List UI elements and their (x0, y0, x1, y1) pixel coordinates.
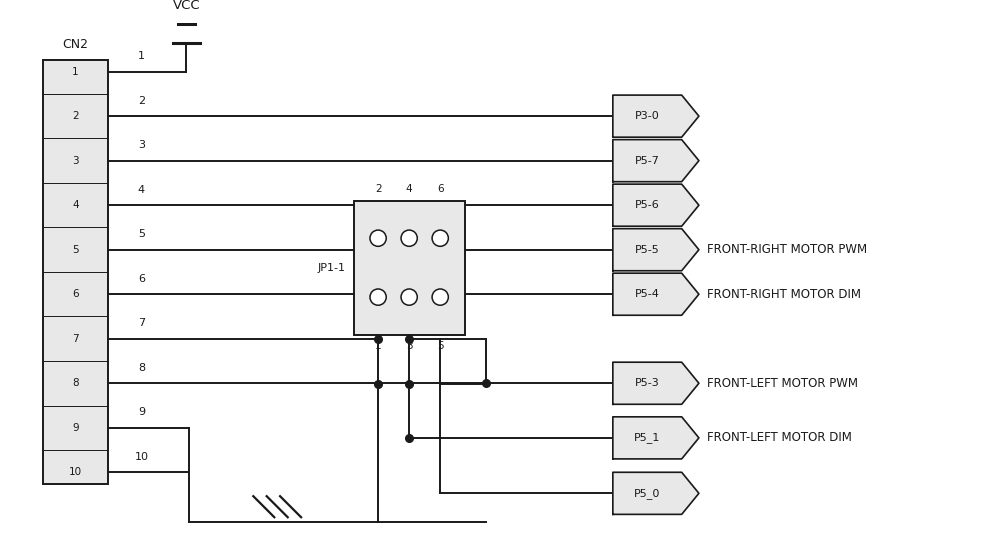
Circle shape (370, 230, 386, 247)
Text: 4: 4 (406, 184, 412, 194)
Polygon shape (613, 473, 699, 514)
Text: P5-7: P5-7 (635, 156, 660, 166)
Text: 4: 4 (138, 184, 145, 194)
Text: 10: 10 (69, 467, 82, 478)
Text: P5-4: P5-4 (635, 289, 660, 299)
Circle shape (432, 289, 448, 305)
Bar (43, 60, 108, 484)
Text: 7: 7 (72, 334, 79, 343)
Text: FRONT-LEFT MOTOR PWM: FRONT-LEFT MOTOR PWM (707, 377, 858, 390)
Polygon shape (613, 417, 699, 459)
Polygon shape (613, 273, 699, 315)
Circle shape (401, 289, 417, 305)
Text: 1: 1 (375, 341, 381, 351)
Text: 6: 6 (138, 274, 145, 284)
Text: P5_0: P5_0 (634, 488, 660, 499)
Text: P5-3: P5-3 (635, 378, 660, 388)
Text: 3: 3 (406, 341, 412, 351)
Text: 7: 7 (138, 318, 145, 328)
Text: P5-5: P5-5 (635, 245, 660, 255)
Text: 2: 2 (72, 111, 79, 121)
Text: 5: 5 (72, 245, 79, 255)
Text: FRONT-RIGHT MOTOR PWM: FRONT-RIGHT MOTOR PWM (707, 243, 867, 256)
Text: FRONT-LEFT MOTOR DIM: FRONT-LEFT MOTOR DIM (707, 432, 851, 444)
Text: 10: 10 (134, 452, 148, 462)
Text: 9: 9 (138, 407, 145, 417)
Circle shape (432, 230, 448, 247)
Text: VCC: VCC (173, 0, 200, 12)
Text: 6: 6 (437, 184, 444, 194)
Text: 8: 8 (138, 363, 145, 373)
Text: 5: 5 (138, 229, 145, 239)
Text: 1: 1 (72, 66, 79, 76)
Circle shape (401, 230, 417, 247)
Bar (354, 201, 465, 335)
Text: P5-6: P5-6 (635, 200, 660, 210)
Text: JP1-1: JP1-1 (318, 263, 346, 273)
Polygon shape (613, 184, 699, 226)
Text: 8: 8 (72, 378, 79, 388)
Text: 9: 9 (72, 423, 79, 433)
Text: 3: 3 (138, 140, 145, 150)
Polygon shape (613, 140, 699, 182)
Text: FRONT-RIGHT MOTOR DIM: FRONT-RIGHT MOTOR DIM (707, 288, 861, 301)
Polygon shape (613, 362, 699, 404)
Text: 6: 6 (72, 289, 79, 299)
Text: 1: 1 (138, 51, 145, 61)
Text: 4: 4 (72, 200, 79, 210)
Text: 3: 3 (72, 156, 79, 166)
Text: CN2: CN2 (62, 38, 88, 50)
Text: P3-0: P3-0 (635, 111, 660, 121)
Circle shape (370, 289, 386, 305)
Text: 2: 2 (375, 184, 381, 194)
Text: 5: 5 (437, 341, 444, 351)
Polygon shape (613, 229, 699, 271)
Text: P5_1: P5_1 (634, 433, 660, 443)
Polygon shape (613, 95, 699, 137)
Text: 2: 2 (138, 96, 145, 106)
